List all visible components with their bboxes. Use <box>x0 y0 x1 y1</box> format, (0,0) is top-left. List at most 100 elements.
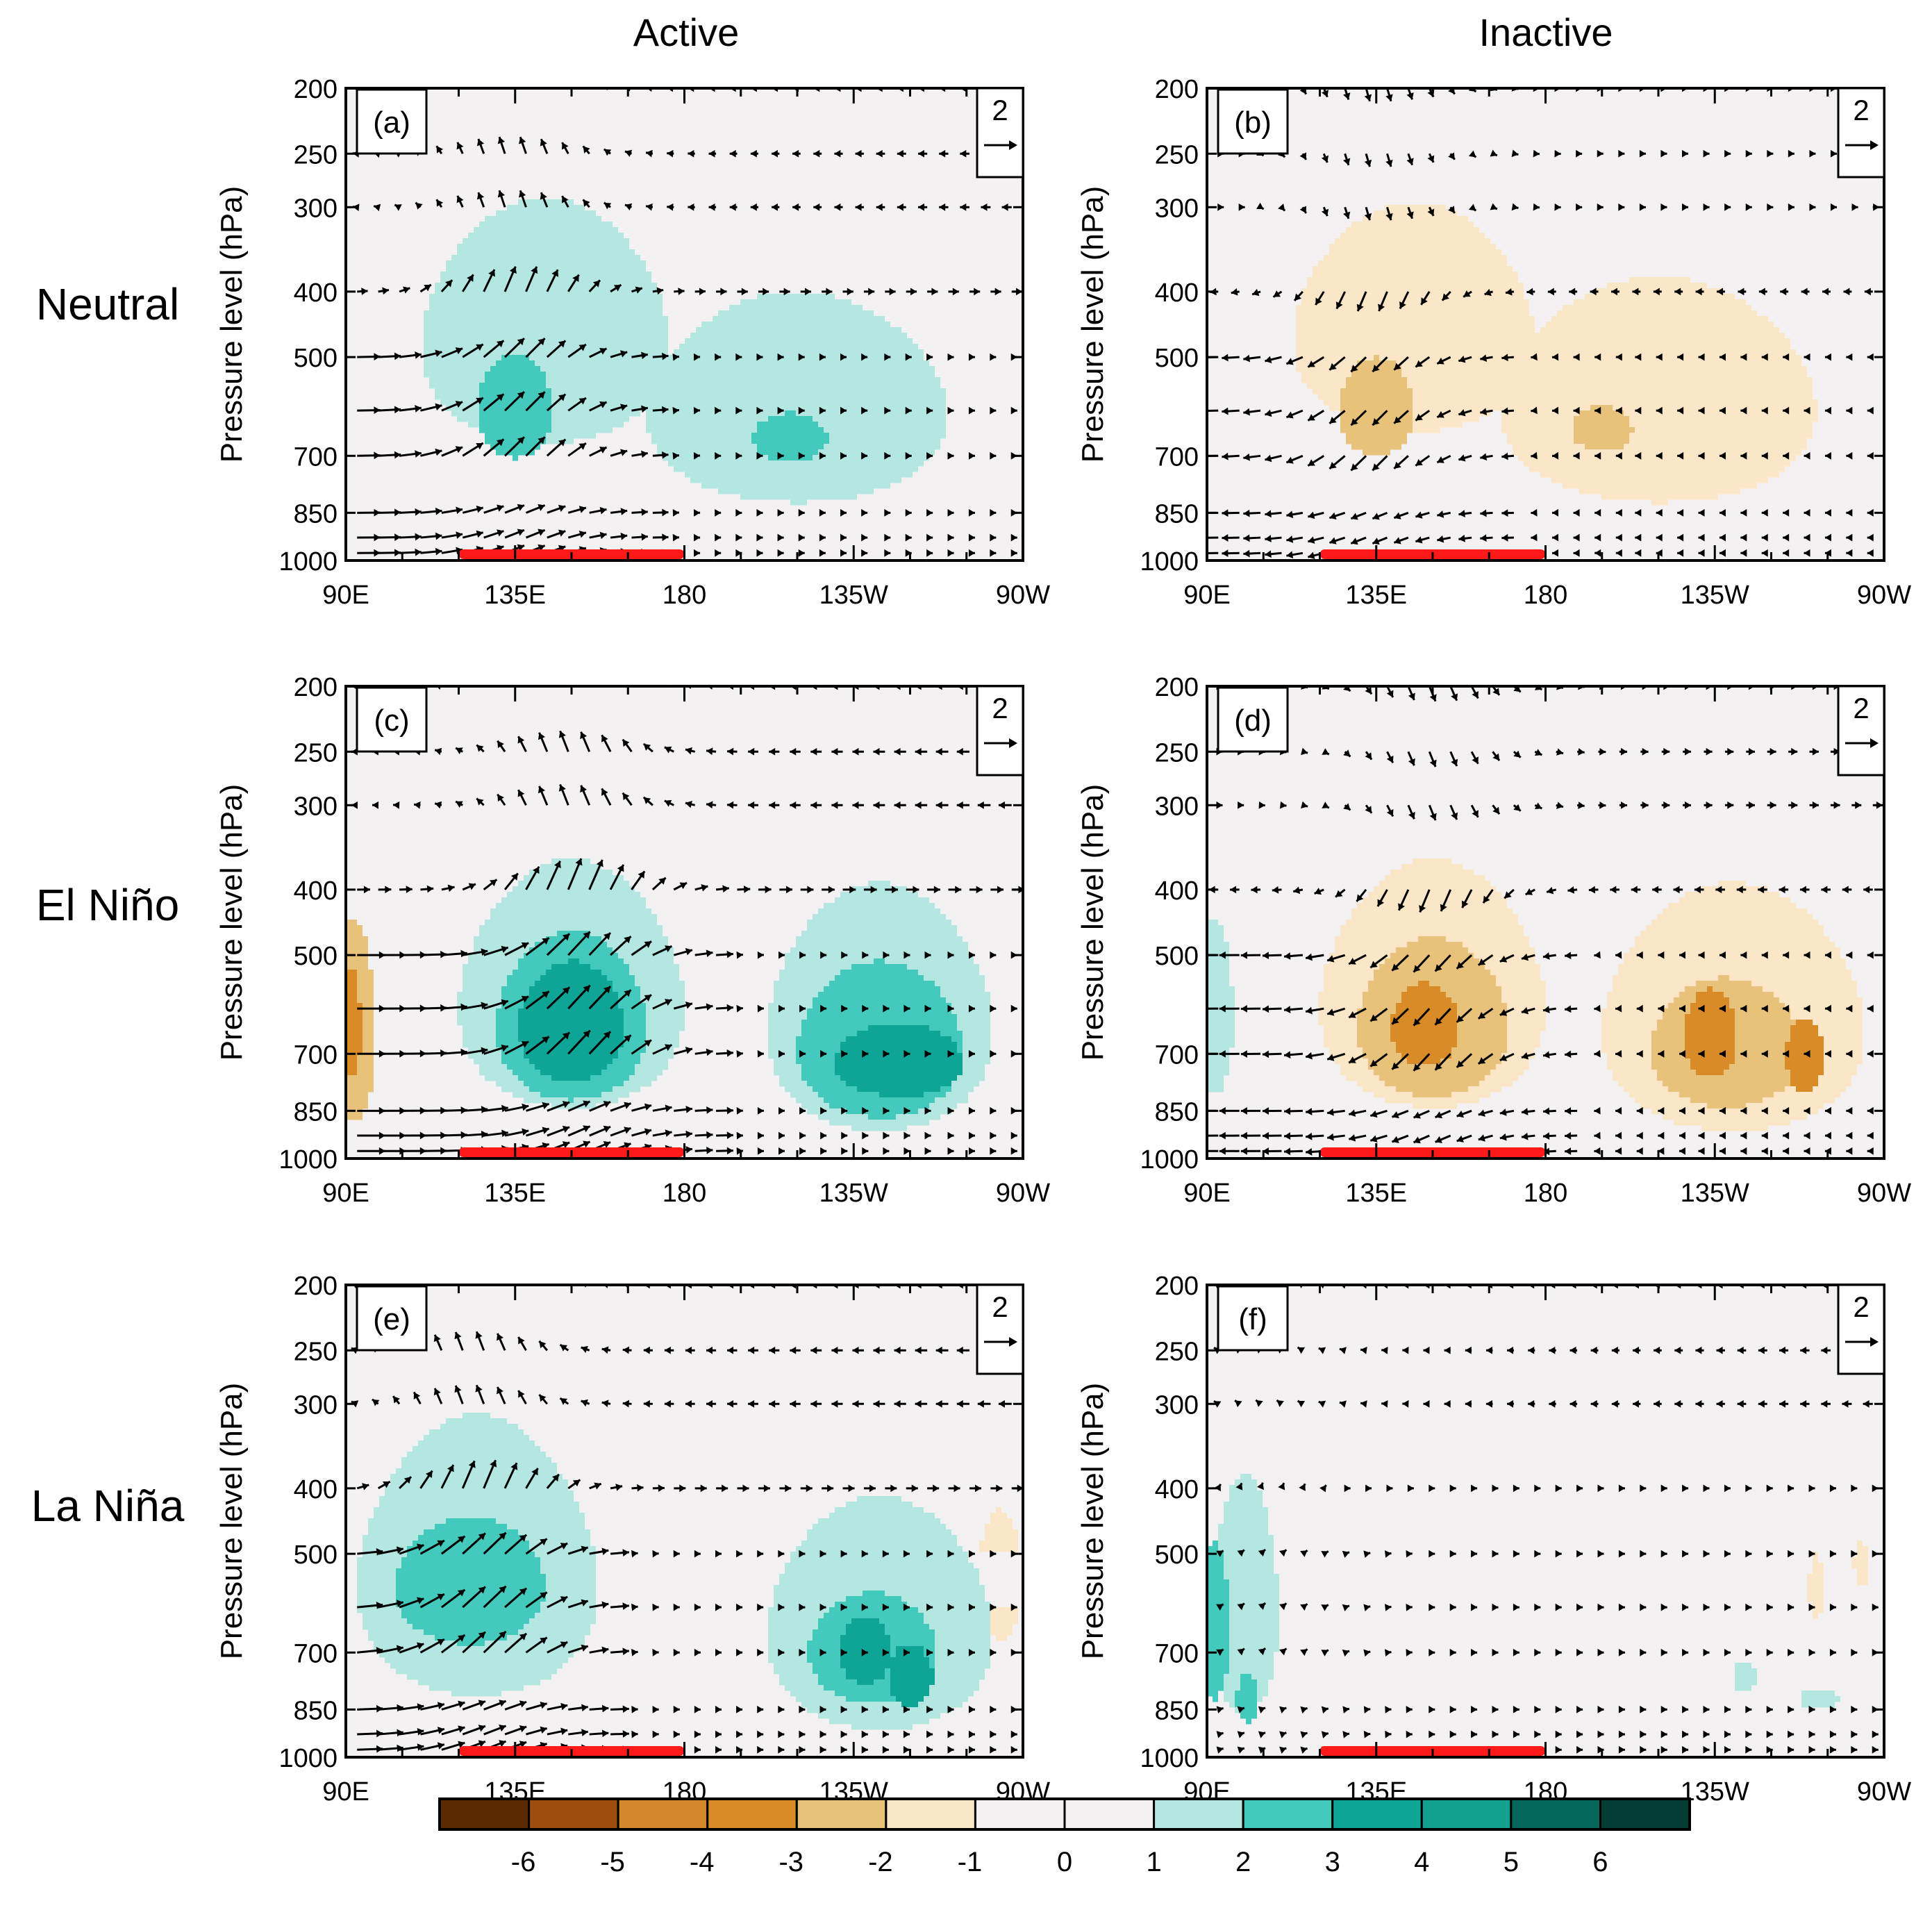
wind-arrow-head <box>1761 951 1768 959</box>
wind-arrow-head <box>1435 1018 1442 1025</box>
wind-arrow-head <box>601 1646 609 1654</box>
wind-arrow-head <box>1301 801 1308 809</box>
wind-arrow-head <box>1534 749 1542 756</box>
wind-arrow-head <box>1217 203 1224 211</box>
wind-arrow-head <box>1804 951 1810 959</box>
wind-arrow-head <box>1222 534 1229 542</box>
wind-arrow-head <box>1243 408 1250 416</box>
wind-arrow-head <box>1654 1346 1660 1354</box>
wind-arrow-head <box>1724 203 1731 211</box>
wind-arrow-head <box>903 1550 910 1558</box>
shade-cell <box>840 1047 957 1054</box>
wind-arrow-head <box>1531 406 1538 415</box>
shade-cell <box>529 1541 590 1547</box>
wind-arrow-head <box>1240 1107 1247 1115</box>
wind-arrow-head <box>1472 690 1479 699</box>
wind-arrow-head <box>884 533 891 542</box>
shade-cell <box>540 864 601 870</box>
wind-arrow-head <box>1864 288 1871 296</box>
shade-cell <box>1351 444 1401 450</box>
shade-cell <box>1207 1585 1229 1591</box>
wind-arrow-head <box>1449 1484 1456 1493</box>
wind-arrow-head <box>1286 358 1294 365</box>
wind-arrow-head <box>700 1484 707 1493</box>
wind-arrow-head <box>715 406 722 415</box>
shade-cell <box>1351 222 1474 228</box>
shade-cell <box>1301 299 1529 306</box>
wind-arrow-head <box>581 1704 588 1712</box>
shade-cell <box>1413 427 1440 433</box>
wind-arrow-head <box>1846 353 1853 361</box>
wind-arrow-head <box>685 1130 692 1138</box>
wind-arrow-head <box>915 801 922 809</box>
wind-arrow-head <box>455 446 463 454</box>
shade-cell <box>1401 992 1446 998</box>
shade-cell <box>1690 1008 1735 1015</box>
wind-arrow-head <box>882 1603 889 1611</box>
wind-arrow-head <box>997 886 1004 894</box>
wind-arrow-head <box>1377 899 1384 906</box>
shade-cell <box>485 433 546 439</box>
wind-arrow-head <box>1370 961 1378 968</box>
shade-cell <box>1218 1541 1274 1547</box>
shade-cell <box>979 1541 1018 1547</box>
shade-cell <box>1629 947 1840 954</box>
wind-arrow-head <box>1198 1050 1204 1058</box>
wind-arrow-head <box>456 142 464 150</box>
shade-cell <box>640 1053 674 1059</box>
shade-cell <box>635 981 685 987</box>
shade-cell <box>996 1635 1007 1641</box>
shade-cell <box>1296 327 1535 333</box>
shade-cell <box>1407 942 1463 948</box>
wind-arrow-head <box>1758 1346 1765 1354</box>
wind-arrow-head <box>1831 203 1838 211</box>
shade-cell <box>885 1624 929 1630</box>
shade-cell <box>1663 1114 1807 1120</box>
shade-cell <box>1229 1702 1235 1708</box>
wind-arrow-head <box>1251 886 1258 894</box>
shade-cell <box>1390 1020 1457 1026</box>
wind-arrow-head <box>699 288 706 296</box>
shade-cell <box>1790 1031 1818 1037</box>
shade-cell <box>1340 394 1413 400</box>
wind-arrow-head <box>594 1482 601 1490</box>
shade-cell <box>357 1568 396 1575</box>
shade-cell <box>946 997 990 1004</box>
wind-arrow-head <box>903 951 910 959</box>
wind-arrow-head <box>861 1730 868 1738</box>
y-tick-label: 850 <box>294 499 338 529</box>
wind-arrow-head <box>911 1484 918 1493</box>
shade-cell <box>1346 383 1407 389</box>
wind-arrow-head <box>617 864 624 872</box>
shade-cell <box>1340 233 1485 239</box>
shade-cell <box>496 1031 518 1037</box>
wind-arrow-head <box>1370 1059 1378 1067</box>
shade-cell <box>757 449 818 456</box>
shade-cell <box>1601 1025 1657 1031</box>
plot-background <box>1207 1285 1884 1757</box>
wind-arrow-head <box>1846 1004 1853 1013</box>
shade-cell <box>857 1679 874 1686</box>
shade-cell <box>1324 975 1374 981</box>
shade-cell <box>1807 1596 1824 1602</box>
wind-arrow-head <box>1656 451 1663 460</box>
shade-cell <box>1601 1036 1651 1043</box>
wind-arrow-head <box>727 747 734 756</box>
shade-cell <box>646 1036 679 1043</box>
shade-cell <box>1379 881 1490 887</box>
wind-arrow-head <box>861 1550 868 1558</box>
wind-arrow-head <box>1594 1131 1601 1140</box>
shade-cell <box>1207 1042 1235 1048</box>
wind-arrow-head <box>1804 1147 1810 1155</box>
x-tick-label: 135W <box>1681 1179 1749 1208</box>
shade-cell <box>840 1663 929 1669</box>
wind-arrow-head <box>736 1106 743 1115</box>
shade-cell <box>935 1663 990 1669</box>
wind-arrow-head <box>1576 203 1583 211</box>
shade-cell <box>1640 1103 1707 1109</box>
wind-arrow-head <box>819 533 826 542</box>
y-tick-label: 850 <box>1155 499 1199 529</box>
wind-arrow-head <box>1698 508 1705 517</box>
wind-arrow-head <box>840 1648 847 1656</box>
shade-cell <box>1685 1053 1735 1059</box>
